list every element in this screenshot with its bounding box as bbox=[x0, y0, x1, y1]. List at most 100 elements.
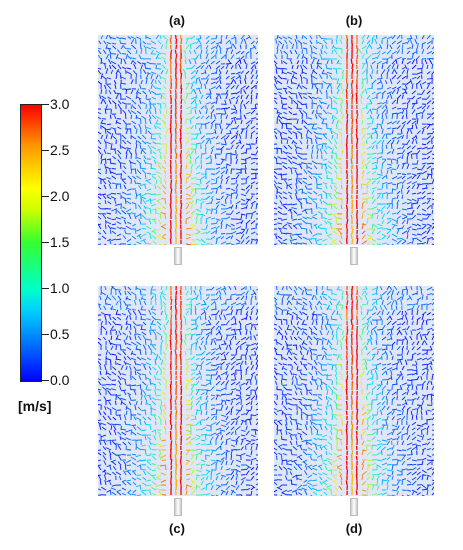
velocity-vector bbox=[235, 350, 238, 356]
velocity-vector bbox=[156, 474, 162, 478]
velocity-vector bbox=[112, 440, 117, 446]
velocity-vector bbox=[282, 378, 288, 381]
velocity-vector bbox=[117, 159, 122, 165]
velocity-vector bbox=[404, 314, 408, 321]
velocity-vector bbox=[298, 85, 303, 90]
velocity-vector bbox=[350, 345, 353, 351]
velocity-vector bbox=[235, 232, 242, 235]
velocity-vector bbox=[401, 75, 407, 80]
velocity-vector bbox=[105, 303, 112, 306]
velocity-vector bbox=[104, 108, 107, 115]
velocity-vector bbox=[235, 71, 241, 75]
velocity-vector bbox=[225, 40, 230, 45]
velocity-vector bbox=[151, 382, 157, 386]
velocity-vector bbox=[401, 201, 407, 205]
velocity-vector bbox=[200, 493, 206, 496]
velocity-vector bbox=[106, 439, 112, 442]
velocity-vector bbox=[156, 321, 162, 326]
velocity-vector bbox=[100, 134, 104, 140]
velocity-vector bbox=[386, 331, 391, 336]
velocity-vector bbox=[336, 300, 341, 306]
velocity-vector bbox=[129, 159, 132, 165]
velocity-vector bbox=[366, 316, 372, 321]
velocity-vector bbox=[326, 104, 330, 110]
velocity-vector bbox=[401, 123, 406, 130]
velocity-vector bbox=[115, 53, 119, 60]
velocity-vector bbox=[339, 339, 343, 346]
velocity-vector bbox=[110, 325, 115, 331]
velocity-vector bbox=[235, 84, 240, 90]
velocity-vector bbox=[194, 305, 197, 311]
velocity-vector bbox=[391, 428, 397, 431]
velocity-vector bbox=[307, 123, 313, 126]
velocity-vector bbox=[391, 183, 397, 186]
velocity-vector bbox=[336, 310, 339, 316]
velocity-vector bbox=[277, 182, 283, 185]
velocity-vector bbox=[381, 175, 387, 180]
velocity-vector bbox=[329, 75, 333, 80]
velocity-vector bbox=[162, 409, 167, 416]
velocity-vector bbox=[416, 168, 423, 171]
velocity-vector bbox=[158, 431, 162, 436]
velocity-vector bbox=[381, 290, 387, 296]
velocity-vector bbox=[115, 93, 119, 100]
velocity-vector bbox=[295, 148, 298, 155]
velocity-vector bbox=[145, 94, 148, 100]
velocity-vector bbox=[98, 202, 102, 205]
velocity-vector bbox=[287, 136, 293, 140]
velocity-vector bbox=[301, 330, 305, 336]
velocity-vector bbox=[244, 169, 247, 175]
velocity-vector bbox=[137, 413, 142, 416]
velocity-vector bbox=[286, 428, 293, 431]
velocity-vector bbox=[163, 426, 167, 431]
velocity-vector bbox=[327, 112, 333, 115]
velocity-vector bbox=[255, 364, 258, 371]
velocity-vector bbox=[431, 130, 434, 135]
velocity-vector bbox=[148, 108, 152, 115]
velocity-vector bbox=[431, 144, 434, 150]
velocity-vector bbox=[205, 331, 212, 336]
velocity-vector bbox=[230, 108, 236, 110]
velocity-vector bbox=[324, 324, 328, 331]
velocity-vector bbox=[255, 413, 258, 416]
velocity-vector bbox=[175, 395, 178, 401]
velocity-vector bbox=[132, 489, 137, 494]
velocity-vector bbox=[162, 85, 167, 90]
velocity-vector bbox=[121, 313, 127, 316]
velocity-vector bbox=[245, 124, 250, 130]
velocity-vector bbox=[230, 439, 237, 442]
velocity-vector bbox=[317, 370, 323, 376]
velocity-vector bbox=[310, 330, 313, 336]
velocity-vector bbox=[371, 386, 377, 391]
velocity-vector bbox=[238, 63, 242, 70]
velocity-vector bbox=[185, 204, 190, 210]
velocity-vector bbox=[106, 196, 112, 200]
velocity-vector bbox=[309, 380, 313, 386]
velocity-vector bbox=[159, 405, 162, 411]
velocity-vector bbox=[98, 168, 102, 171]
velocity-vector bbox=[287, 183, 293, 187]
velocity-vector bbox=[195, 87, 201, 90]
velocity-vector bbox=[126, 342, 132, 346]
velocity-vector bbox=[287, 402, 293, 406]
velocity-vector bbox=[302, 341, 308, 346]
velocity-vector bbox=[411, 341, 415, 346]
velocity-vector bbox=[174, 139, 177, 145]
velocity-vector bbox=[174, 35, 177, 40]
velocity-vector bbox=[366, 299, 369, 306]
velocity-vector bbox=[148, 114, 152, 120]
velocity-vector bbox=[411, 305, 415, 311]
velocity-vector bbox=[198, 88, 202, 95]
velocity-vector bbox=[240, 302, 246, 306]
velocity-vector bbox=[361, 315, 367, 321]
velocity-vector bbox=[245, 290, 249, 296]
velocity-vector bbox=[126, 355, 132, 361]
velocity-vector bbox=[376, 402, 381, 406]
velocity-vector bbox=[102, 451, 107, 456]
velocity-vector bbox=[111, 491, 117, 496]
velocity-vector bbox=[149, 233, 152, 240]
velocity-vector bbox=[286, 393, 293, 396]
velocity-vector bbox=[431, 429, 434, 431]
velocity-vector bbox=[291, 75, 298, 80]
velocity-vector bbox=[310, 54, 313, 60]
